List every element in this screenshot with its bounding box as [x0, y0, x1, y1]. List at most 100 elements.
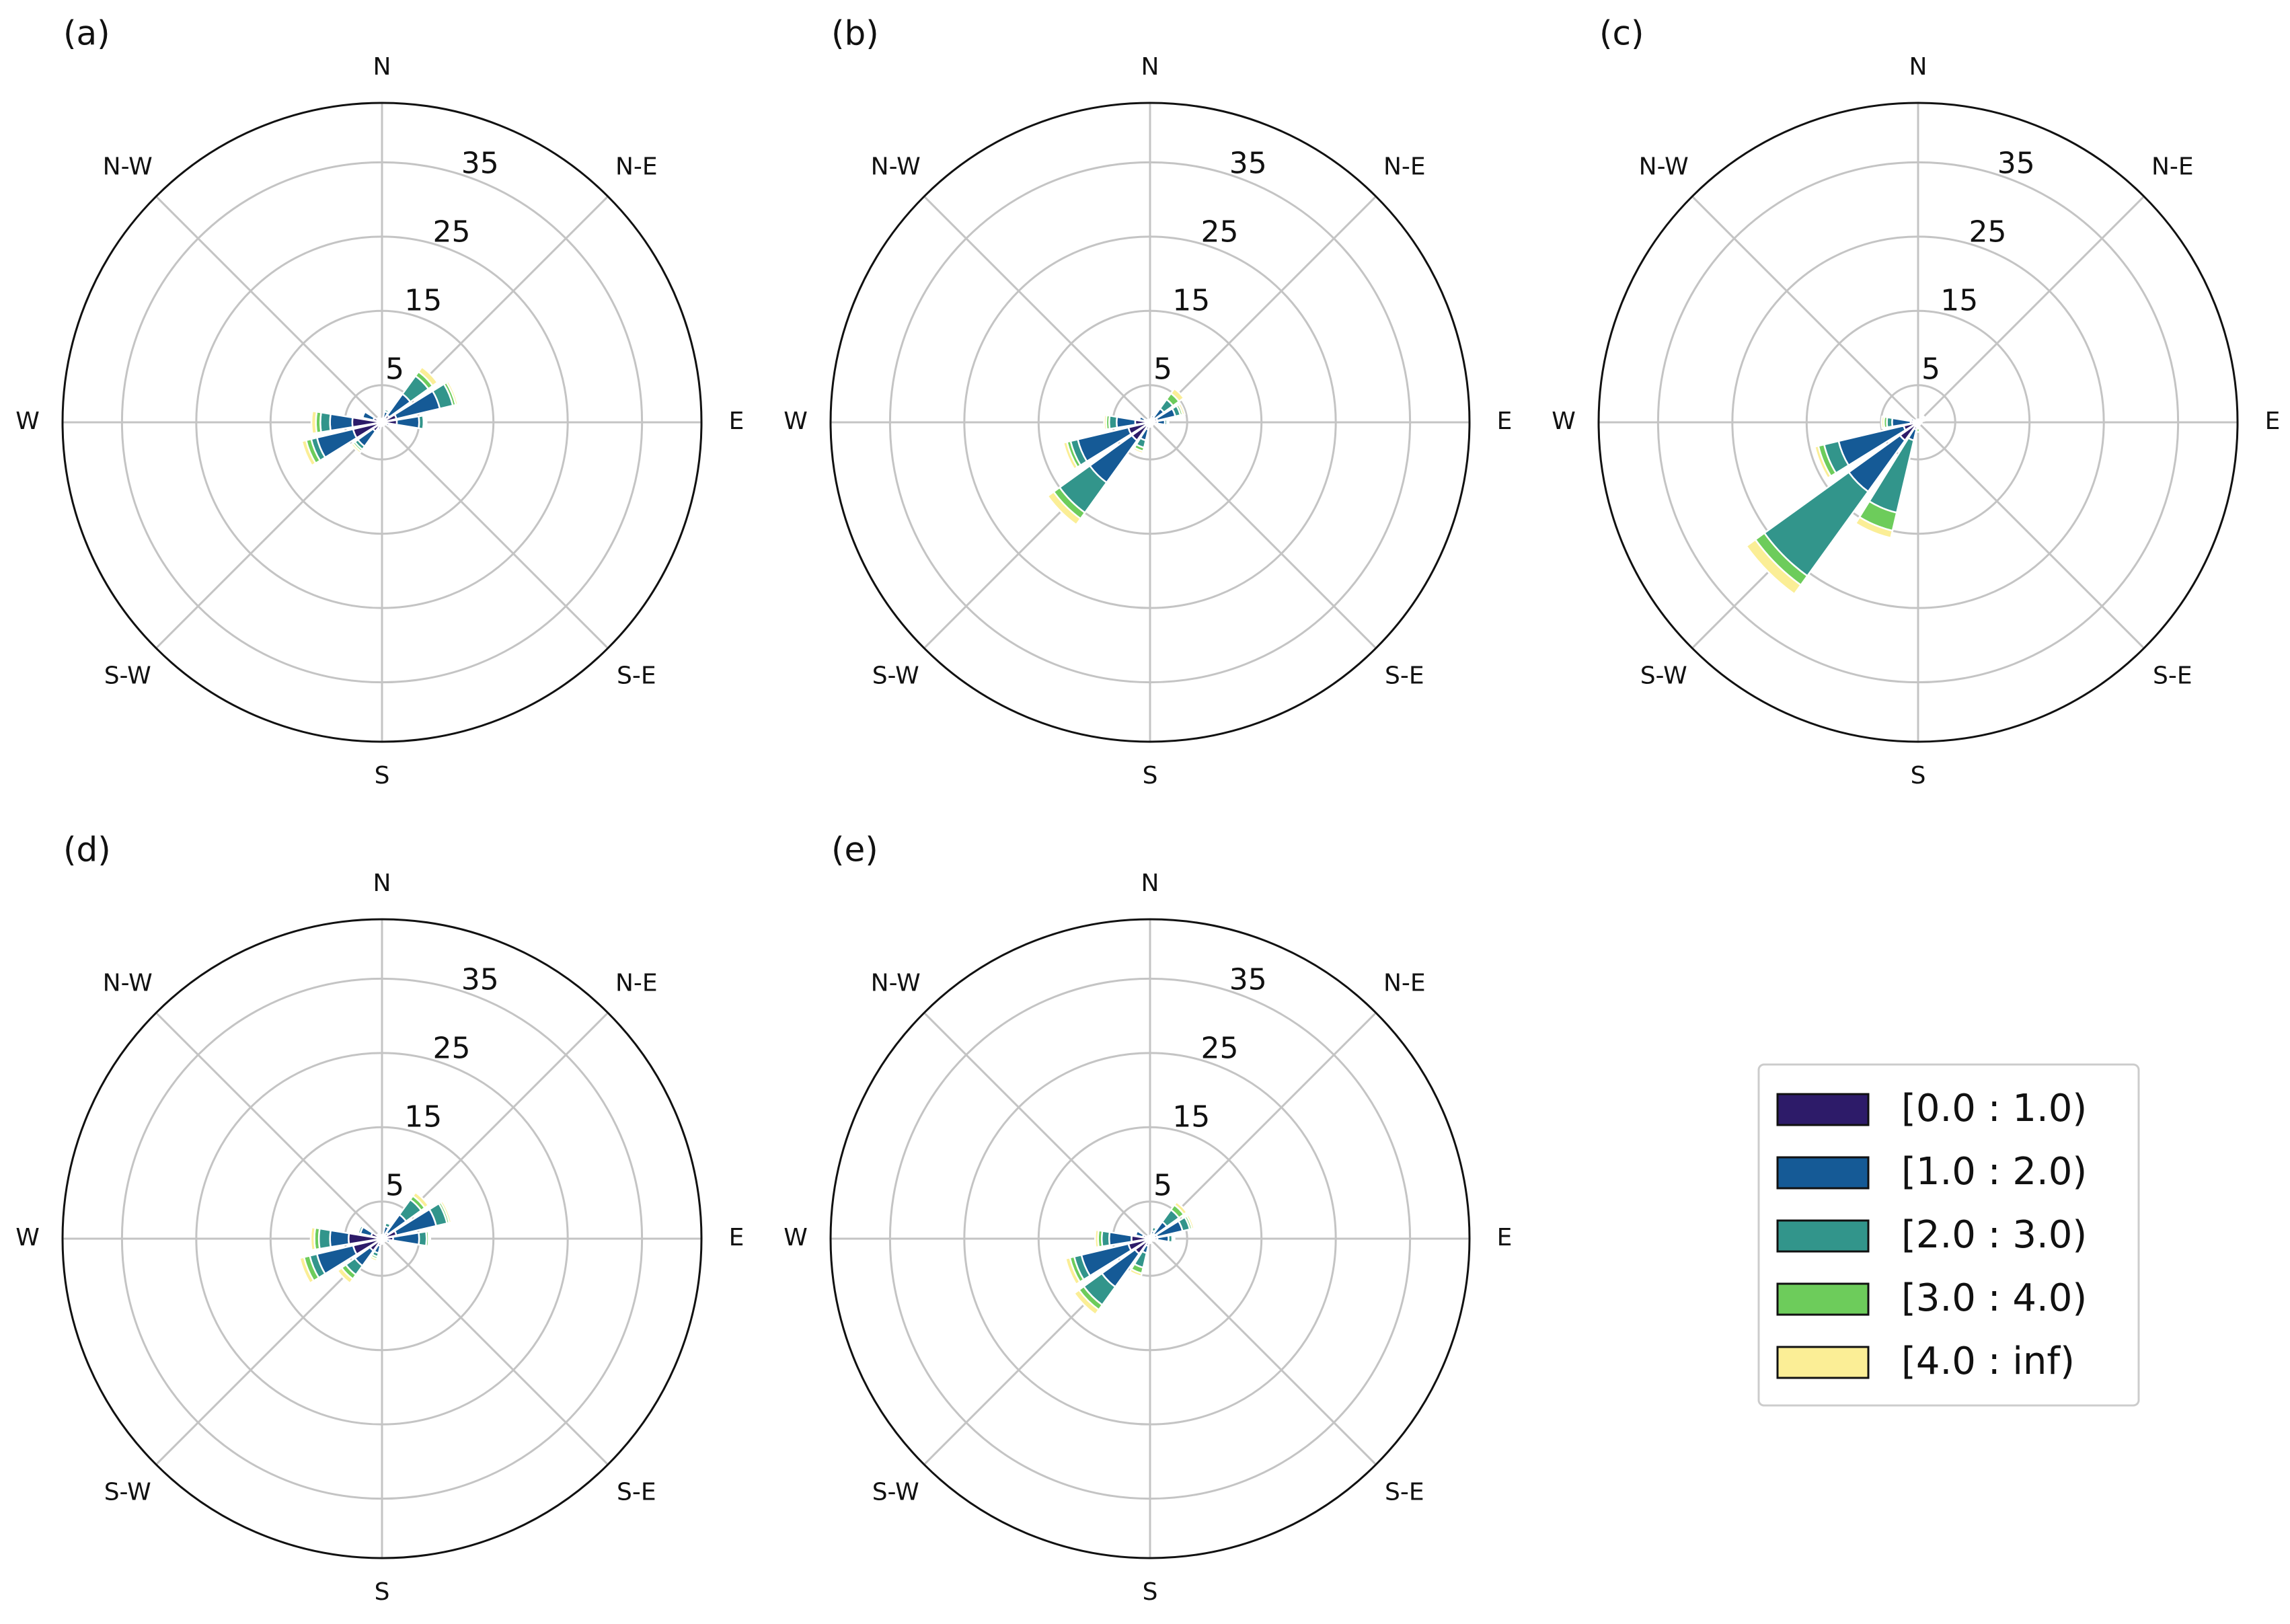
grid-spoke	[381, 1237, 609, 1465]
grid-spoke	[155, 421, 383, 649]
sector-bar	[1062, 440, 1079, 471]
grid-spoke	[1917, 196, 2145, 424]
direction-label: W	[784, 1224, 808, 1251]
sector-bars	[1064, 1200, 1196, 1316]
ring-tick-label: 35	[461, 963, 499, 997]
direction-label: N-E	[1383, 153, 1426, 181]
sector-bar	[439, 1200, 453, 1224]
sector-bar	[379, 1234, 383, 1238]
sector-bar	[1132, 446, 1145, 455]
ring-tick-label: 5	[1921, 352, 1940, 387]
panel-label: (d)	[63, 830, 111, 869]
sector-bar	[1156, 1235, 1170, 1243]
sector-bar	[1813, 444, 1833, 479]
direction-label: N-W	[871, 970, 921, 997]
direction-label: N	[373, 869, 391, 897]
sector-bar	[1170, 387, 1185, 403]
direction-label: S	[1911, 762, 1926, 789]
outer-circle	[829, 918, 1471, 1559]
legend-entry-label: [3.0 : 4.0)	[1901, 1276, 2087, 1320]
direction-label: N	[1141, 869, 1159, 897]
panel-label: (b)	[831, 14, 879, 53]
direction-label: E	[2265, 408, 2281, 435]
ring-tick-label: 25	[1201, 1032, 1239, 1066]
ring-tick-label: 15	[404, 1100, 442, 1134]
legend-swatch	[1776, 1093, 1870, 1126]
ring-tick-label: 5	[1153, 1169, 1172, 1203]
grid-spoke	[1149, 196, 1377, 424]
legend-swatch	[1776, 1346, 1870, 1379]
sector-bar	[317, 1227, 332, 1250]
legend-frame	[1757, 1063, 2140, 1407]
grid-spoke	[1149, 1012, 1377, 1240]
sector-bar	[298, 1255, 315, 1284]
sector-bar	[369, 1255, 379, 1262]
direction-label: S-W	[104, 1478, 151, 1506]
ring-tick-label: 35	[1997, 147, 2035, 181]
grid-spoke	[155, 1012, 383, 1240]
direction-label: S	[375, 762, 390, 789]
direction-label: N-W	[103, 153, 153, 181]
direction-label: E	[729, 1224, 745, 1251]
ring-tick-label: 5	[385, 352, 404, 387]
sector-bar	[387, 423, 391, 428]
sector-bar	[1064, 1256, 1081, 1286]
sector-bar	[1854, 516, 1894, 539]
sector-bar	[387, 1239, 392, 1245]
sector-bar	[329, 1229, 350, 1248]
sector-bar	[379, 418, 383, 422]
grid-spoke	[155, 196, 383, 424]
direction-label: W	[15, 1224, 40, 1251]
windrose-panel-e: (e) 5 15 25 35 N N-E E S-E S S-W W N-W	[784, 830, 1512, 1607]
ring-tick-label: 15	[1172, 1100, 1210, 1134]
sector-bar	[1172, 1233, 1176, 1244]
ring-tick-label: 5	[1153, 352, 1172, 387]
sector-bar	[1129, 1268, 1143, 1278]
sector-bar	[1133, 1229, 1139, 1237]
direction-label: S-W	[104, 662, 151, 689]
sector-bar	[1177, 402, 1186, 416]
sector-bar	[1880, 415, 1886, 430]
direction-label: S	[1143, 1578, 1158, 1606]
direction-label: N-E	[615, 153, 658, 181]
legend-entry-label: [2.0 : 3.0)	[1901, 1213, 2087, 1257]
direction-label: W	[784, 408, 808, 435]
windrose-panel-c: (c) 515 25 35 N N-E E S-E S S-W W N-W	[1552, 14, 2280, 790]
sector-bar	[309, 1226, 317, 1251]
legend-swatch	[1776, 1282, 1870, 1316]
sector-bar	[423, 414, 428, 431]
sector-bar	[310, 410, 318, 435]
windrose-panel-b: (b) 515 25 35 N N-E E S-E S S-W W N-W	[784, 14, 1512, 790]
ring-tick-label: 15	[1172, 284, 1210, 318]
direction-label: N-E	[615, 970, 658, 997]
legend: [0.0 : 1.0) [1.0 : 2.0) [2.0 : 3.0) [3.0 : …	[1757, 1063, 2140, 1407]
direction-label: N-W	[103, 970, 153, 997]
sector-bar	[383, 1221, 392, 1229]
ring-tick-label: 5	[385, 1169, 404, 1203]
direction-label: N-E	[1383, 970, 1426, 997]
sector-bar	[301, 439, 317, 467]
direction-label: S-E	[1385, 1478, 1424, 1506]
direction-label: S-E	[2153, 662, 2192, 689]
sector-bar	[1156, 419, 1166, 426]
direction-label: S	[1143, 762, 1158, 789]
sector-bars	[1046, 387, 1186, 527]
sector-bar	[1185, 1213, 1196, 1230]
grid-spoke	[381, 421, 609, 649]
direction-label: S-W	[872, 1478, 919, 1506]
direction-label: S	[375, 1578, 390, 1606]
sector-bar	[350, 442, 362, 455]
ring-tick-label: 25	[433, 215, 471, 249]
direction-label: N	[373, 53, 391, 81]
direction-label: N-W	[1639, 153, 1689, 181]
sector-bar	[1745, 538, 1802, 596]
sector-bar	[319, 411, 332, 434]
legend-swatch	[1776, 1156, 1870, 1190]
direction-label: N-W	[871, 153, 921, 181]
grid-spoke	[1917, 421, 2145, 649]
sector-bar	[336, 1266, 354, 1285]
windrose-panel-a: (a) 515 25 35 N N-E E S-E S S-W W N-W	[15, 14, 744, 790]
ring-tick-label: 35	[1229, 147, 1267, 181]
grid-spoke	[1149, 1237, 1377, 1465]
